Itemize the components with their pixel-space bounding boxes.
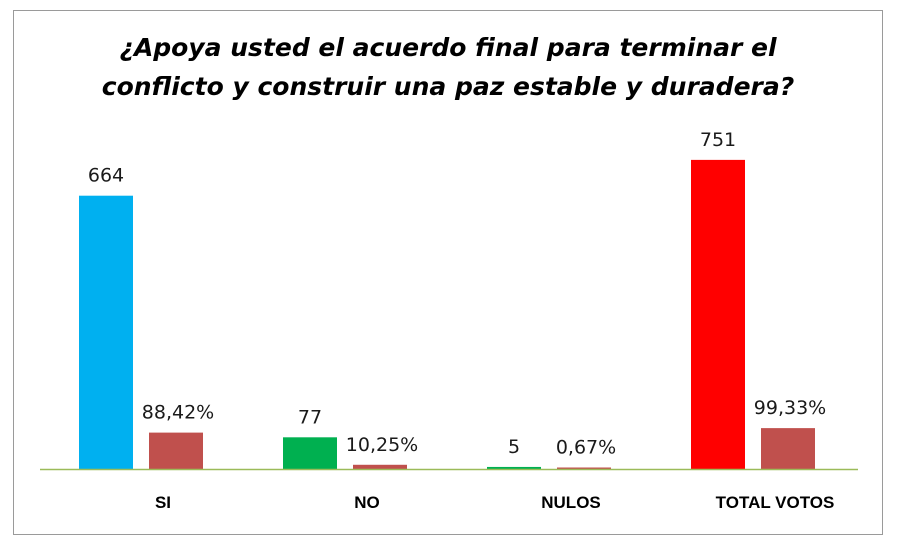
category-label: NO bbox=[354, 493, 380, 512]
bar-percent-total-votos bbox=[761, 428, 815, 469]
chart-title-line-2: conflicto y construir una paz estable y … bbox=[101, 72, 795, 101]
category-label: TOTAL VOTOS bbox=[716, 493, 835, 512]
bar-count-total-votos bbox=[691, 159, 745, 469]
bar-count-si bbox=[79, 195, 133, 469]
data-label-count: 751 bbox=[700, 129, 736, 151]
chart-title: ¿Apoya usted el acuerdo final para termi… bbox=[13, 28, 883, 106]
bar-count-nulos bbox=[487, 466, 541, 469]
chart-title-line-1: ¿Apoya usted el acuerdo final para termi… bbox=[119, 33, 777, 62]
data-label-percent: 88,42% bbox=[142, 402, 214, 424]
category-label: NULOS bbox=[541, 493, 601, 512]
category-label: SI bbox=[155, 493, 171, 512]
data-label-percent: 99,33% bbox=[754, 397, 826, 419]
bar-count-no bbox=[283, 437, 337, 469]
data-label-count: 5 bbox=[508, 436, 520, 458]
data-label-percent: 10,25% bbox=[346, 434, 418, 456]
bar-percent-no bbox=[353, 464, 407, 469]
data-label-percent: 0,67% bbox=[556, 437, 616, 459]
bar-percent-nulos bbox=[557, 467, 611, 469]
data-label-count: 664 bbox=[88, 165, 124, 187]
data-label-count: 77 bbox=[298, 406, 322, 428]
bar-percent-si bbox=[149, 432, 203, 469]
